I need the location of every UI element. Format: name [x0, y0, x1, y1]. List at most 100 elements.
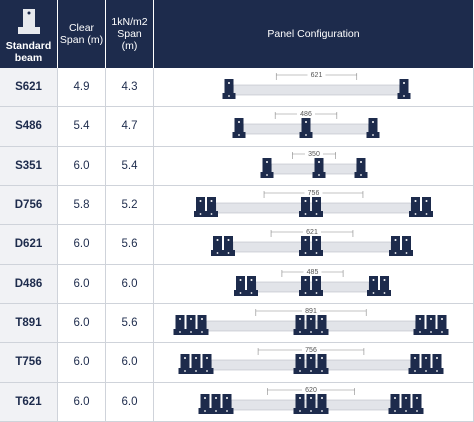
beam-web	[399, 79, 408, 94]
clear-span: 6.0	[58, 382, 106, 421]
beam-dot	[189, 318, 192, 321]
dimension-label: 756	[307, 190, 319, 197]
config-cell: 621	[154, 68, 474, 107]
beam-web	[311, 197, 321, 212]
dimension-label-bg	[303, 266, 321, 276]
beam-dot	[298, 370, 301, 373]
clear-span: 6.0	[58, 303, 106, 343]
beam-dot	[309, 396, 312, 399]
table-body: S621 4.9 4.3 621 S486 5.4 4.7 486 S351 6.0 5.4 350 D…	[0, 68, 474, 422]
beam-web	[295, 393, 304, 408]
beam-web	[212, 236, 222, 251]
header-kn-span: 1kN/m2 Span (m)	[106, 0, 154, 68]
dimension-label: 891	[305, 308, 317, 315]
beam-dot	[309, 318, 312, 321]
beam-dot	[372, 278, 374, 281]
beam-web	[300, 236, 310, 251]
beam-dot	[320, 318, 323, 321]
beam-dot	[225, 396, 228, 399]
header-row: Standard beam Clear Span (m) 1kN/m2 Span…	[0, 0, 474, 68]
beam-dot	[309, 409, 312, 412]
beam-web	[311, 275, 321, 290]
beam-dot	[415, 396, 418, 399]
beam-web	[197, 315, 206, 330]
beam-dot	[440, 331, 443, 334]
beam-dot	[210, 213, 212, 216]
beam-name: T621	[0, 382, 58, 421]
clear-span: 5.4	[58, 107, 106, 146]
beam-dot	[203, 396, 206, 399]
beam-dot	[250, 278, 252, 281]
clear-span: 6.0	[58, 264, 106, 303]
clear-span: 6.0	[58, 343, 106, 382]
beam-web	[175, 315, 184, 330]
beam-web	[246, 275, 256, 290]
panel-diagram: 756	[193, 188, 433, 218]
beam-web	[306, 393, 315, 408]
beam-dot	[315, 200, 317, 203]
beam-dot	[393, 396, 396, 399]
beam-dot	[425, 200, 427, 203]
beam-web	[390, 236, 400, 251]
beam-dot	[405, 239, 407, 242]
beam-web	[211, 393, 220, 408]
beam-dot	[210, 200, 212, 203]
beam-dot	[239, 291, 241, 294]
beam-dot	[203, 409, 206, 412]
dimension-label: 620	[305, 387, 317, 394]
dimension-label-bg	[301, 345, 320, 355]
beam-web	[180, 354, 189, 369]
beam-dot	[429, 331, 432, 334]
beam-dot	[227, 95, 230, 98]
beam-dot	[214, 396, 217, 399]
panel-diagram: 350	[260, 148, 367, 178]
header-beam-cell: Standard beam	[0, 0, 58, 68]
beam-dot	[394, 239, 396, 242]
beam-name: S351	[0, 146, 58, 185]
beam-dot	[298, 331, 301, 334]
dimension-label: 350	[308, 151, 320, 158]
beam-name: S486	[0, 107, 58, 146]
table-row: T621 6.0 6.0 620	[0, 382, 474, 422]
beam-dot	[225, 409, 228, 412]
beam-dot	[227, 82, 230, 85]
config-cell: 350	[154, 146, 474, 185]
beam-dot	[189, 331, 192, 334]
beam-dot	[371, 121, 374, 124]
beam-web	[317, 315, 326, 330]
beam-web	[401, 236, 411, 251]
panel-diagram: 486	[232, 109, 379, 139]
beam-dot	[183, 370, 186, 373]
beam-dot	[315, 252, 317, 255]
beam-dot	[402, 95, 405, 98]
beam-dot	[359, 160, 362, 163]
beam-dot	[404, 409, 407, 412]
beam-dot	[194, 357, 197, 360]
dimension-label-bg	[304, 188, 322, 198]
beam-dot	[320, 409, 323, 412]
config-cell: 486	[154, 107, 474, 146]
beam-web	[317, 393, 326, 408]
beam-dot	[383, 278, 385, 281]
header-clear-span: Clear Span (m)	[58, 0, 106, 68]
beam-dot	[216, 239, 218, 242]
beam-web	[401, 393, 410, 408]
beam-dot	[309, 370, 312, 373]
dimension-label: 621	[306, 229, 318, 236]
dimension-label-bg	[307, 70, 325, 80]
beam-dot	[404, 396, 407, 399]
beam-dot	[429, 318, 432, 321]
beam-name: S621	[0, 68, 58, 107]
beam-dot	[298, 409, 301, 412]
beam-dot	[414, 213, 416, 216]
beam-dot	[413, 370, 416, 373]
config-cell: 485	[154, 264, 474, 303]
beam-web	[206, 197, 216, 212]
beam-dot	[424, 370, 427, 373]
beam-icon	[17, 9, 40, 34]
beam-dot	[199, 213, 201, 216]
beam-name: D486	[0, 264, 58, 303]
beam-dot	[237, 134, 240, 137]
beam-name: T756	[0, 343, 58, 382]
beam-dot	[304, 291, 306, 294]
